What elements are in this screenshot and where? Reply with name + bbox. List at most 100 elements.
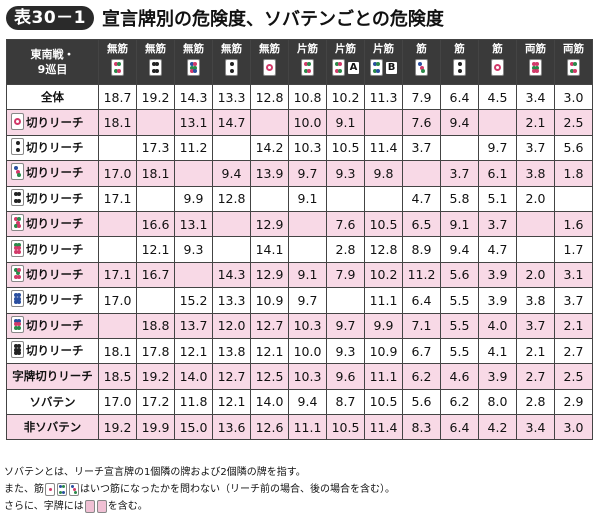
pin-2-tile-icon (11, 137, 24, 155)
header-col-2: 無筋 (136, 39, 175, 85)
table-row: 字牌切りリーチ 18.5 19.2 14.0 12.7 12.5 10.3 9.6 11.1 6.… (6, 363, 593, 390)
row-label: 切りリーチ (6, 185, 99, 212)
table-cell: 14.3 (174, 83, 213, 111)
pin-7-tile-icon (11, 264, 24, 282)
header-col-label: 片筋 (335, 43, 356, 55)
table-cell: 3.9 (478, 363, 517, 390)
header-corner: 東南戦・ 9巡目 (6, 39, 99, 85)
table-cell: 3.0 (554, 414, 593, 441)
row-label-text: 全体 (41, 90, 64, 105)
table-row: 切りリーチ 18.1 17.8 12.1 13.8 12.1 10.0 9.3 10.9 6.7 5… (6, 337, 593, 365)
table-cell (516, 236, 555, 263)
row-label: 切りリーチ (6, 287, 99, 314)
table-cell: 2.7 (554, 337, 593, 365)
header-col-label: 片筋 (373, 43, 394, 55)
table-cell: 19.9 (136, 414, 175, 441)
row-label: 切りリーチ (6, 312, 99, 339)
table-cell: 9.1 (288, 185, 327, 212)
table-cell: 5.5 (440, 312, 479, 339)
table-cell: 12.0 (212, 312, 251, 339)
header-col-1: 無筋 (98, 39, 137, 85)
table-cell: 17.3 (136, 134, 175, 162)
table-cell: 10.2 (326, 83, 365, 111)
corner-line2: 9巡目 (37, 63, 68, 76)
honor-tile-a-icon (84, 499, 95, 513)
table-cell: 17.0 (98, 287, 137, 314)
row-label: 切りリーチ (6, 160, 99, 187)
table-cell: 18.1 (98, 337, 137, 365)
table-cell: 9.6 (326, 363, 365, 390)
table-cell: 9.1 (440, 210, 479, 238)
header-col-label: 筋 (416, 43, 427, 55)
title-row: 表30－1 宣言牌別の危険度、ソバテンごとの危険度 (6, 5, 444, 31)
table-cell: 4.1 (478, 337, 517, 365)
table-cell: 5.6 (402, 388, 441, 416)
header-tile-wrap: B (365, 59, 402, 76)
table-cell: 7.9 (402, 83, 441, 111)
table-cell (136, 109, 175, 136)
table-cell: 17.1 (98, 261, 137, 289)
header-tile-wrap (99, 59, 136, 76)
table-cell: 1.8 (554, 160, 593, 187)
table-row: 切りリーチ 17.1 9.9 12.8 9.1 4.7 5.8 5.1 2.0 (6, 185, 593, 212)
table-cell: 4.6 (440, 363, 479, 390)
table-cell: 10.0 (288, 109, 327, 136)
table-cell: 6.2 (440, 388, 479, 416)
table-cell (98, 134, 137, 162)
table-cell: 17.0 (98, 388, 137, 416)
table-cell (288, 236, 327, 263)
row-label: 字牌切りリーチ (6, 363, 99, 390)
header-row: 東南戦・ 9巡目 無筋 無筋 無筋 無筋 無筋 片筋 片筋 A 片筋 B 筋 筋 筋 両筋 両筋 (6, 39, 593, 85)
header-col-11: 筋 (478, 39, 517, 85)
table-cell: 13.1 (174, 109, 213, 136)
table-cell: 2.9 (554, 388, 593, 416)
table-cell: 9.4 (440, 236, 479, 263)
table-cell: 19.2 (98, 414, 137, 441)
table-cell: 2.1 (516, 337, 555, 365)
table-cell: 2.1 (516, 109, 555, 136)
table-cell: 10.5 (364, 388, 403, 416)
table-cell: 18.7 (98, 83, 137, 111)
table-cell: 2.5 (554, 109, 593, 136)
table-cell: 18.1 (136, 160, 175, 187)
table-body: 全体 18.7 19.2 14.3 13.3 12.8 10.8 10.2 11.3 7.9 6.4… (6, 83, 593, 441)
table-cell: 5.5 (440, 337, 479, 365)
table-cell: 9.3 (326, 160, 365, 187)
header-col-label: 無筋 (183, 43, 204, 55)
table-cell: 16.6 (136, 210, 175, 238)
table-cell: 12.1 (136, 236, 175, 263)
table-row: 全体 18.7 19.2 14.3 13.3 12.8 10.8 10.2 11.3 7.9 6.4… (6, 83, 593, 111)
pin-10-tile-icon (11, 341, 24, 359)
table-cell: 17.0 (98, 160, 137, 187)
table-cell: 6.5 (402, 210, 441, 238)
table-cell: 2.8 (326, 236, 365, 263)
table-cell: 3.7 (516, 134, 555, 162)
table-cell: 2.0 (516, 261, 555, 289)
table-cell: 3.7 (402, 134, 441, 162)
row-label: 切りリーチ (6, 337, 99, 365)
table-cell: 9.7 (288, 287, 327, 314)
table-cell: 17.1 (98, 185, 137, 212)
table-cell: 3.4 (516, 83, 555, 111)
table-cell: 10.3 (288, 134, 327, 162)
header-col-6: 片筋 (288, 39, 327, 85)
table-cell: 11.1 (288, 414, 327, 441)
footnotes: ソバテンとは、リーチ宣言牌の1個隣の牌および2個隣の牌を指す。 また、筋 はいつ筋… (4, 464, 395, 515)
row-label-text: 切りリーチ (26, 242, 84, 257)
table-cell: 4.7 (402, 185, 441, 212)
table-row: 切りリーチ 18.8 13.7 12.0 12.7 10.3 9.7 9.9 7.1 5.5 4.0… (6, 312, 593, 339)
table-cell: 14.0 (250, 388, 289, 416)
header-tile-wrap (441, 59, 478, 76)
table-cell: 12.8 (212, 185, 251, 212)
pin-4-mini-icon (57, 482, 67, 496)
page-title: 宣言牌別の危険度、ソバテンごとの危険度 (102, 9, 444, 30)
pin-4-tile-icon (11, 188, 24, 206)
table-cell: 17.2 (136, 388, 175, 416)
table-cell: 12.7 (212, 363, 251, 390)
header-tile-wrap (251, 59, 288, 76)
table-cell (554, 185, 593, 212)
pin-9-tile-icon (11, 315, 24, 333)
row-label-text: 切りリーチ (26, 140, 84, 155)
table-cell: 7.9 (326, 261, 365, 289)
table-cell: 2.0 (516, 185, 555, 212)
